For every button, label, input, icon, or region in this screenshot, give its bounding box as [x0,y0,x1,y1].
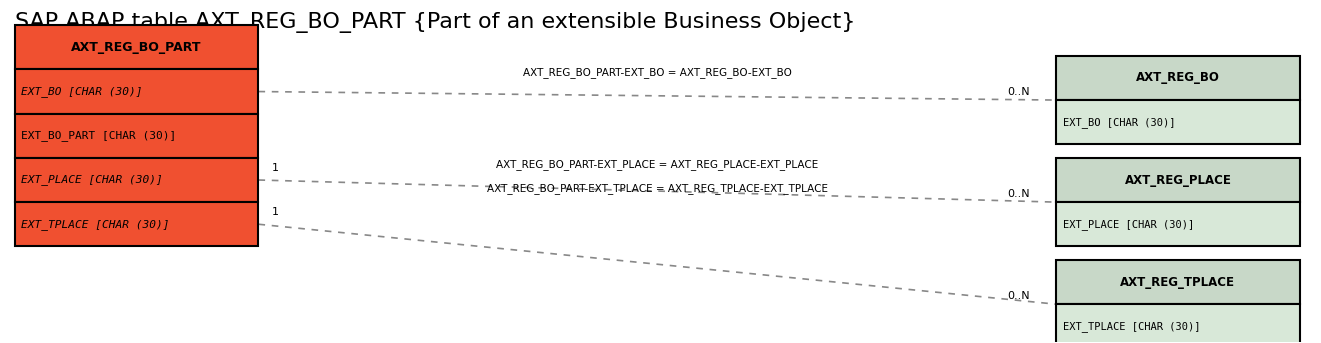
Text: 0..N: 0..N [1007,189,1029,199]
Text: 1: 1 [272,163,279,173]
Text: AXT_REG_BO_PART-EXT_PLACE = AXT_REG_PLACE-EXT_PLACE: AXT_REG_BO_PART-EXT_PLACE = AXT_REG_PLAC… [497,159,818,170]
Text: AXT_REG_BO_PART: AXT_REG_BO_PART [71,41,202,54]
FancyBboxPatch shape [1055,202,1300,246]
Text: 1: 1 [272,208,279,217]
FancyBboxPatch shape [15,114,259,158]
FancyBboxPatch shape [15,25,259,69]
Text: AXT_REG_BO: AXT_REG_BO [1136,71,1219,84]
Text: EXT_BO [CHAR (30)]: EXT_BO [CHAR (30)] [21,86,143,97]
Text: AXT_REG_BO_PART-EXT_BO = AXT_REG_BO-EXT_BO: AXT_REG_BO_PART-EXT_BO = AXT_REG_BO-EXT_… [523,67,791,78]
FancyBboxPatch shape [1055,260,1300,304]
Text: EXT_BO [CHAR (30)]: EXT_BO [CHAR (30)] [1062,117,1176,128]
Text: 0..N: 0..N [1007,87,1029,97]
Text: 0..N: 0..N [1007,291,1029,301]
Text: AXT_REG_BO_PART-EXT_TPLACE = AXT_REG_TPLACE-EXT_TPLACE: AXT_REG_BO_PART-EXT_TPLACE = AXT_REG_TPL… [486,184,828,194]
FancyBboxPatch shape [1055,304,1300,343]
Text: AXT_REG_PLACE: AXT_REG_PLACE [1124,174,1231,187]
Text: EXT_BO_PART [CHAR (30)]: EXT_BO_PART [CHAR (30)] [21,130,177,141]
Text: EXT_TPLACE [CHAR (30)]: EXT_TPLACE [CHAR (30)] [21,219,169,230]
FancyBboxPatch shape [1055,56,1300,100]
FancyBboxPatch shape [15,158,259,202]
Text: SAP ABAP table AXT_REG_BO_PART {Part of an extensible Business Object}: SAP ABAP table AXT_REG_BO_PART {Part of … [15,12,855,33]
Text: AXT_REG_TPLACE: AXT_REG_TPLACE [1120,275,1235,288]
Text: EXT_PLACE [CHAR (30)]: EXT_PLACE [CHAR (30)] [21,175,162,186]
Text: EXT_PLACE [CHAR (30)]: EXT_PLACE [CHAR (30)] [1062,219,1194,230]
FancyBboxPatch shape [15,202,259,246]
FancyBboxPatch shape [1055,158,1300,202]
FancyBboxPatch shape [15,69,259,114]
Text: EXT_TPLACE [CHAR (30)]: EXT_TPLACE [CHAR (30)] [1062,321,1199,332]
FancyBboxPatch shape [1055,100,1300,144]
